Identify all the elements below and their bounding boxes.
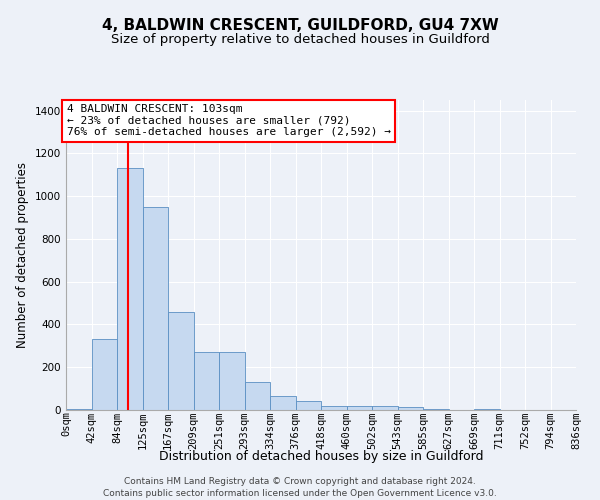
Text: Contains public sector information licensed under the Open Government Licence v3: Contains public sector information licen… bbox=[103, 489, 497, 498]
Bar bbox=[296, 402, 321, 410]
Text: 4 BALDWIN CRESCENT: 103sqm
← 23% of detached houses are smaller (792)
76% of sem: 4 BALDWIN CRESCENT: 103sqm ← 23% of deta… bbox=[67, 104, 391, 138]
Bar bbox=[91, 340, 117, 410]
Bar bbox=[168, 312, 193, 410]
Text: Contains HM Land Registry data © Crown copyright and database right 2024.: Contains HM Land Registry data © Crown c… bbox=[124, 478, 476, 486]
Bar bbox=[219, 352, 245, 410]
Bar bbox=[66, 409, 91, 410]
Bar bbox=[474, 409, 499, 410]
Bar bbox=[143, 207, 168, 410]
Bar bbox=[347, 406, 372, 410]
Text: Size of property relative to detached houses in Guildford: Size of property relative to detached ho… bbox=[110, 32, 490, 46]
Bar bbox=[321, 406, 347, 410]
Bar bbox=[245, 382, 270, 410]
Text: 4, BALDWIN CRESCENT, GUILDFORD, GU4 7XW: 4, BALDWIN CRESCENT, GUILDFORD, GU4 7XW bbox=[101, 18, 499, 32]
Bar bbox=[423, 409, 449, 410]
Bar bbox=[270, 396, 296, 410]
Y-axis label: Number of detached properties: Number of detached properties bbox=[16, 162, 29, 348]
Bar bbox=[193, 352, 219, 410]
Bar bbox=[398, 407, 423, 410]
Bar bbox=[117, 168, 143, 410]
Text: Distribution of detached houses by size in Guildford: Distribution of detached houses by size … bbox=[159, 450, 483, 463]
Bar bbox=[372, 406, 398, 410]
